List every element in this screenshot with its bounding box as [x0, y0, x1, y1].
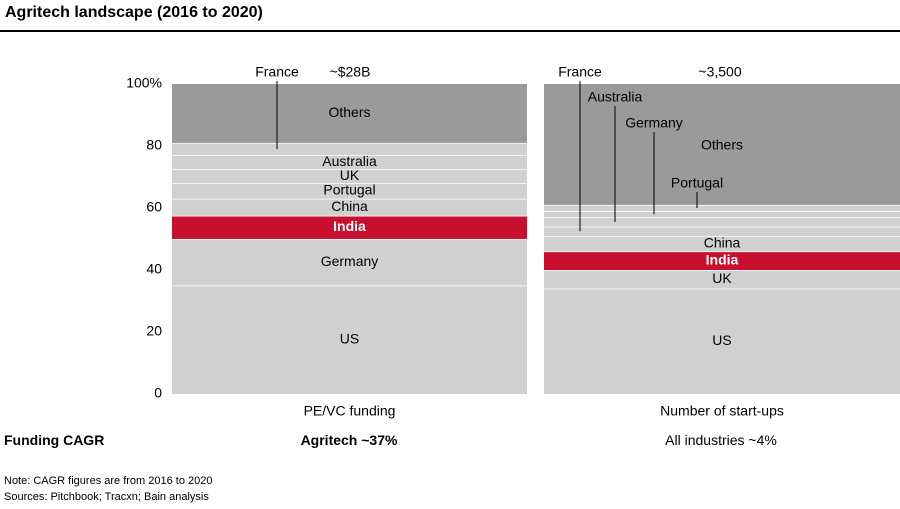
segment-label-us: US [340, 330, 359, 346]
bar-segment-us [172, 285, 527, 394]
bar-segment-china [544, 235, 900, 252]
bar-segment-portugal [544, 204, 900, 212]
segment-label-germany: Germany [321, 253, 379, 269]
stacked-bar-chart: 020406080100%USGermanyIndiaChinaPortugal… [126, 64, 900, 419]
footnote-note: Note: CAGR figures are from 2016 to 2020 [4, 475, 213, 487]
segment-label-australia: Australia [588, 89, 643, 105]
y-tick-label: 100% [126, 75, 162, 91]
bar-segment-portugal [172, 183, 527, 199]
category-label: PE/VC funding [304, 403, 396, 419]
segment-label-us: US [712, 332, 731, 348]
bar-total-label: ~3,500 [698, 64, 741, 80]
bar-segment-others [172, 84, 527, 143]
segment-label-uk: UK [340, 167, 360, 183]
segment-label-others: Others [328, 104, 370, 120]
segment-label-portugal: Portugal [671, 175, 723, 191]
bar-segment-china [172, 198, 527, 216]
funding-cagr-label: Funding CAGR [4, 432, 105, 448]
agritech-cagr-value: Agritech ~37% [300, 432, 398, 448]
title-divider [0, 30, 900, 32]
bar-total-label: ~$28B [330, 64, 371, 80]
page-title: Agritech landscape (2016 to 2020) [5, 4, 263, 21]
footnote-sources: Sources: Pitchbook; Tracxn; Bain analysi… [4, 491, 209, 503]
y-tick-label: 80 [146, 137, 162, 153]
bar-segment-india [172, 215, 527, 239]
segment-label-portugal: Portugal [323, 182, 375, 198]
y-tick-label: 0 [154, 385, 162, 401]
segment-label-india: India [706, 251, 739, 267]
segment-label-france: France [558, 64, 602, 80]
bar-segment-france [544, 226, 900, 236]
bar-segment-germany [544, 211, 900, 218]
y-tick-label: 20 [146, 323, 162, 339]
bar-segment-france [172, 142, 527, 156]
segment-label-china: China [704, 234, 741, 250]
segment-label-france: France [255, 64, 299, 80]
y-tick-label: 40 [146, 261, 162, 277]
segment-label-china: China [331, 198, 368, 214]
segment-label-others: Others [701, 137, 743, 153]
bar-segment-germany [172, 239, 527, 286]
category-label: Number of start-ups [660, 403, 784, 419]
all-industries-cagr-value: All industries ~4% [665, 432, 777, 448]
segment-label-australia: Australia [322, 153, 377, 169]
bar-segment-others [544, 84, 900, 205]
y-tick-label: 60 [146, 199, 162, 215]
segment-label-uk: UK [712, 270, 732, 286]
bar-segment-australia [172, 155, 527, 170]
bar-segment-uk [544, 270, 900, 289]
bar-segment-india [544, 251, 900, 270]
bar-segment-us [544, 288, 900, 394]
segment-label-india: India [333, 218, 366, 234]
bar-segment-uk [172, 169, 527, 184]
bar-segment-australia [544, 217, 900, 227]
segment-label-germany: Germany [625, 115, 683, 131]
